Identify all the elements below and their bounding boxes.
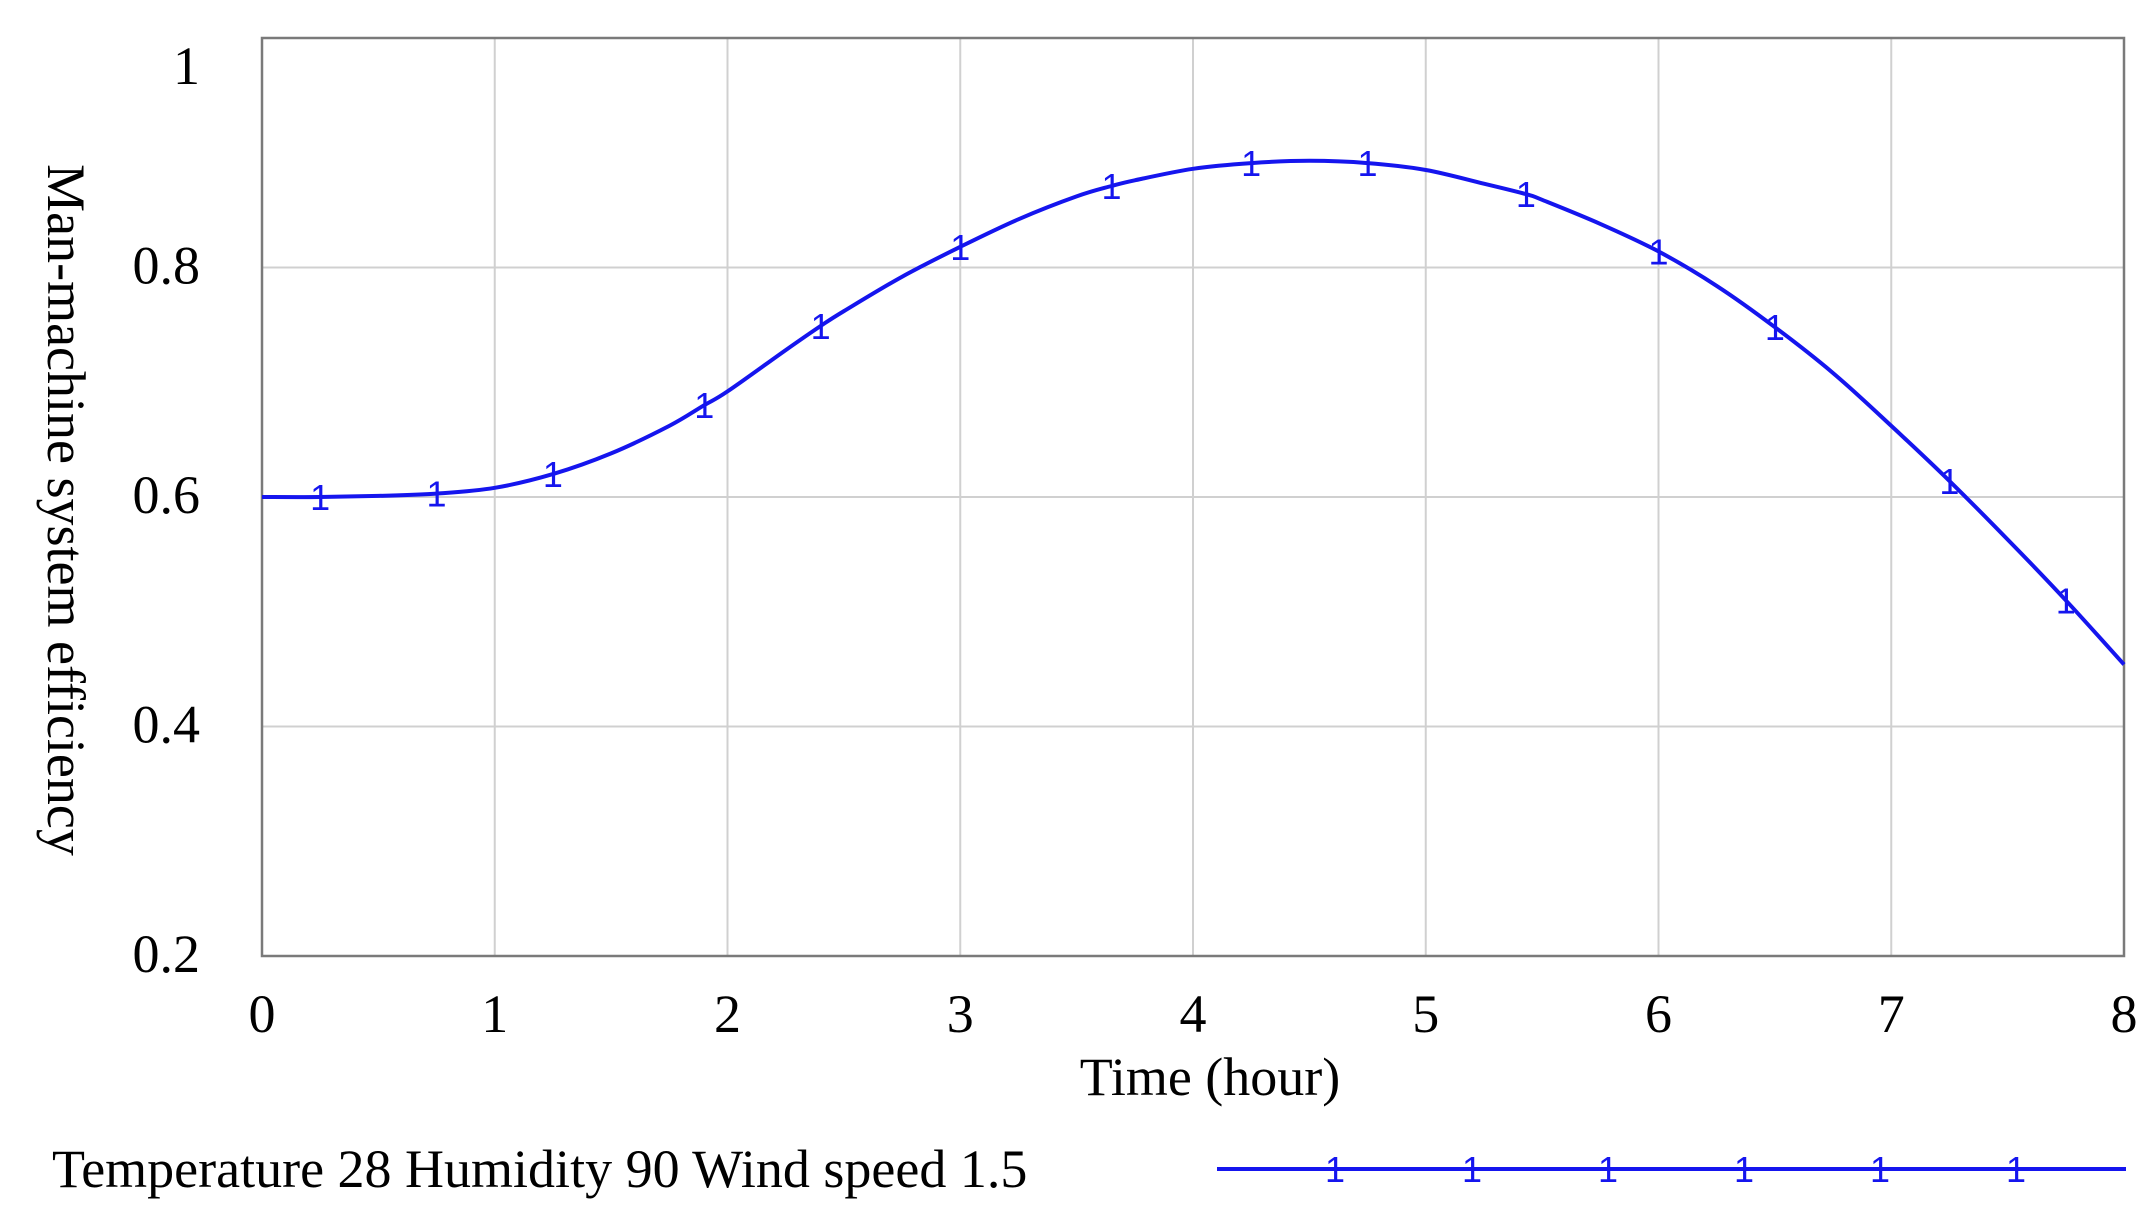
- x-tick-label: 3: [947, 984, 974, 1044]
- series-marker: 1: [1939, 461, 1959, 502]
- x-tick-label: 4: [1180, 984, 1207, 1044]
- y-tick-label: 0.6: [133, 465, 201, 525]
- series-marker: 1: [543, 454, 563, 495]
- series-line-0: [261, 158, 2126, 666]
- series-marker: 1: [427, 474, 447, 515]
- x-tick-label: 1: [481, 984, 508, 1044]
- series-marker: 1: [950, 227, 970, 268]
- x-tick-label: 8: [2111, 984, 2138, 1044]
- series-layer: 1 1 1 1 1 1 1 1 1 1 1 1 1 1: [261, 143, 2126, 666]
- series-marker: 1: [1516, 174, 1536, 215]
- legend-marker: 1: [1462, 1149, 1482, 1190]
- series-marker: 1: [1648, 231, 1668, 272]
- legend-label: Temperature 28 Humidity 90 Wind speed 1.…: [52, 1139, 1027, 1199]
- legend-marker: 1: [1598, 1149, 1618, 1190]
- series-marker: 1: [1241, 143, 1261, 184]
- y-tick-label: 0.2: [133, 924, 201, 984]
- series-marker: 1: [694, 385, 714, 426]
- series-marker: 1: [1102, 166, 1122, 207]
- y-tick-label: 0.8: [133, 236, 201, 296]
- series-marker: 1: [310, 477, 330, 518]
- y-tick-label: 0.4: [133, 695, 201, 755]
- x-tick-label: 2: [714, 984, 741, 1044]
- legend-line: 1 1 1 1 1 1: [1217, 1149, 2126, 1190]
- y-tick-labels: 0.2 0.4 0.6 0.8 1: [133, 36, 201, 984]
- x-tick-labels: 0 1 2 3 4 5 6 7 8: [249, 984, 2138, 1044]
- legend-marker: 1: [1325, 1149, 1345, 1190]
- series-marker: 1: [2056, 580, 2076, 621]
- x-axis-title: Time (hour): [1080, 1047, 1341, 1107]
- y-axis-title: Man-machine system efficiency: [36, 164, 96, 856]
- y-tick-label: 1: [173, 36, 200, 96]
- x-tick-label: 5: [1412, 984, 1439, 1044]
- x-tick-label: 0: [249, 984, 276, 1044]
- grid-lines: [262, 38, 2124, 956]
- series-marker: 1: [811, 306, 831, 347]
- series-marker: 1: [1765, 307, 1785, 348]
- legend-marker: 1: [2006, 1149, 2026, 1190]
- x-tick-label: 7: [1878, 984, 1905, 1044]
- x-tick-label: 6: [1645, 984, 1672, 1044]
- series-marker: 1: [1358, 143, 1378, 184]
- legend: Temperature 28 Humidity 90 Wind speed 1.…: [52, 1139, 2126, 1199]
- legend-marker: 1: [1870, 1149, 1890, 1190]
- legend-marker: 1: [1734, 1149, 1754, 1190]
